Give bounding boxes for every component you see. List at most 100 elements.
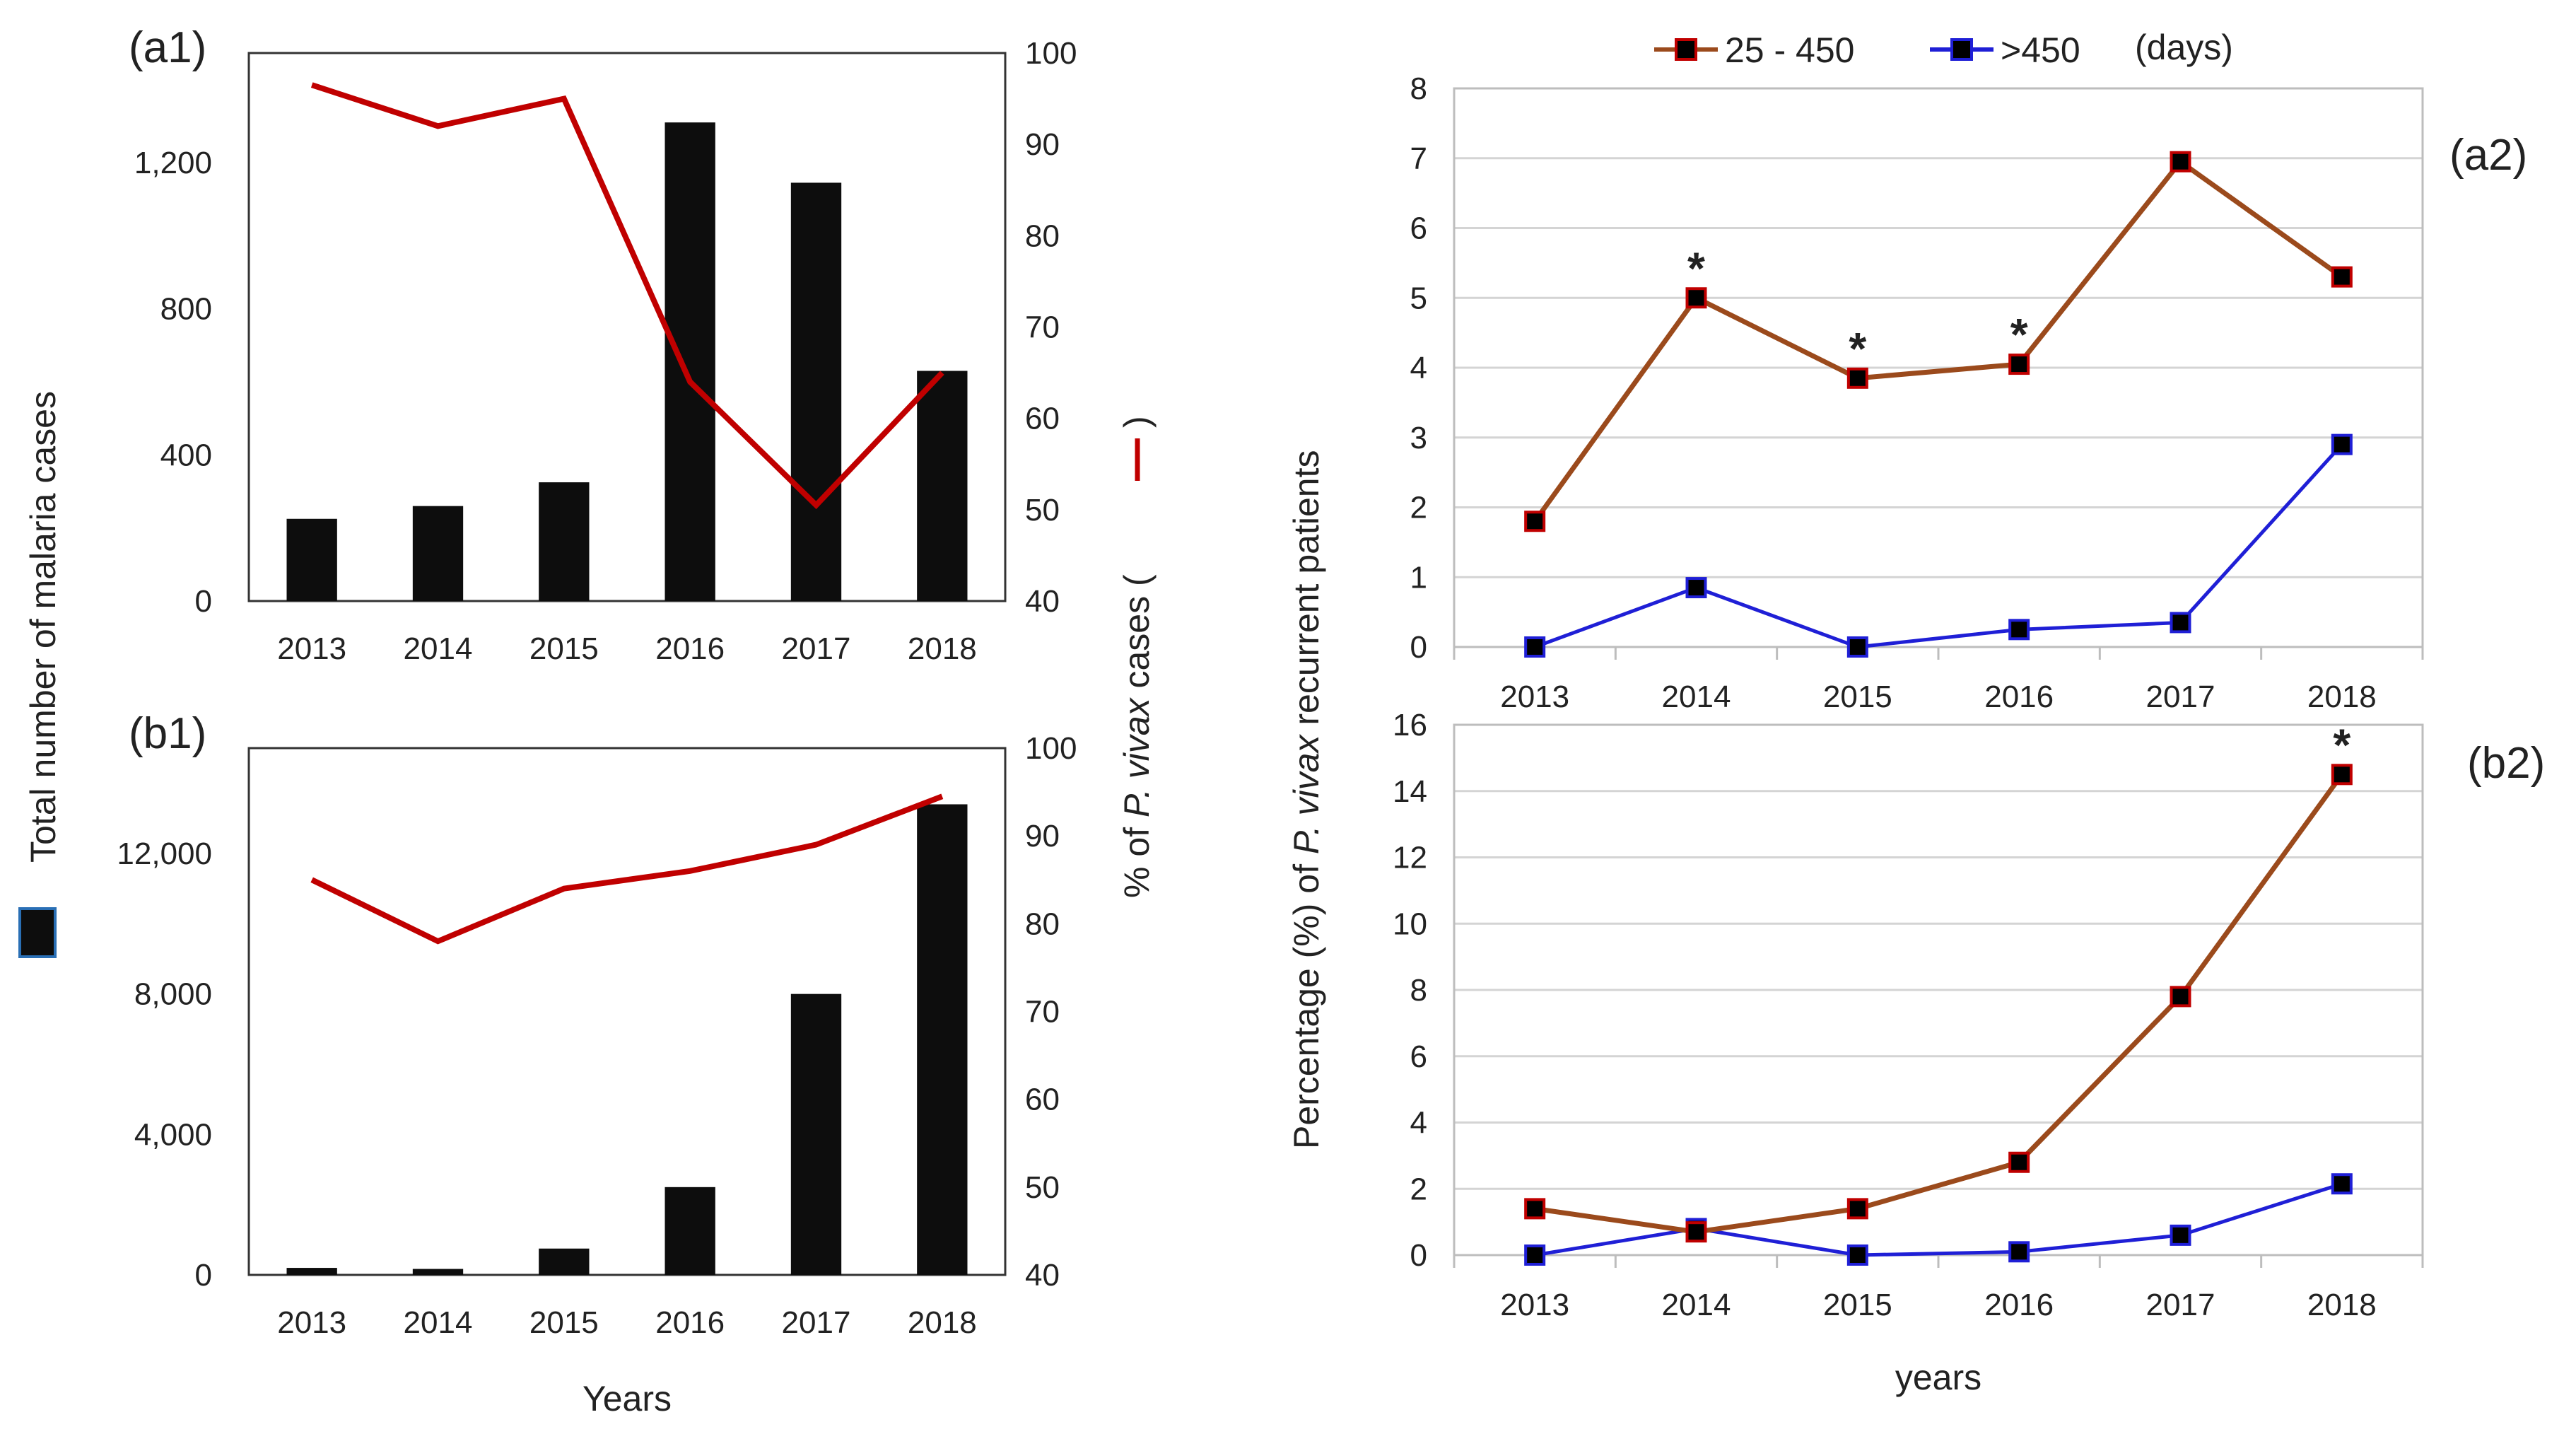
point-a-2014 [1685,1221,1707,1243]
panel-label: (a1) [129,23,206,72]
panel-label: (a2) [2449,131,2527,180]
significance-star: * [1687,243,1705,293]
y2-tick-label: 90 [1025,127,1060,162]
point-a-2017 [2170,986,2191,1008]
x-tick-label: 2016 [1984,1288,2054,1322]
y-tick-label: 5 [1410,281,1427,315]
series-line-b [1534,1182,2343,1257]
point-a-2018 [2331,266,2353,288]
pv-percent-line [310,793,944,945]
point-a-2016 [2008,1151,2030,1173]
bar-2014 [412,1269,464,1275]
y2-tick-label: 60 [1025,1083,1060,1117]
legend-unit: (days) [2135,28,2233,67]
bar-2018 [917,371,968,601]
y-tick-label: 6 [1410,211,1427,246]
x-tick-label: 2013 [277,1305,346,1340]
y2-tick-label: 90 [1025,819,1060,853]
bar-2013 [286,518,337,601]
x-tick-label: 2014 [404,1305,473,1340]
y-tick-label: 2 [1410,491,1427,525]
point-a-2015 [1846,1198,1868,1220]
x-tick-label: 2015 [529,631,599,666]
point-b-2018 [2331,1173,2353,1195]
y-tick-label: 8,000 [134,977,212,1012]
y2-tick-label: 100 [1025,731,1077,766]
left-y2label: % of P. vivax cases ( ) [1117,416,1157,898]
x-tick-label: 2013 [1500,680,1569,714]
y-tick-label: 4 [1410,351,1427,385]
plot-frame [247,52,1007,602]
point-b-2016 [2008,619,2030,641]
point-a-2014 [1685,287,1707,309]
series-line-b [1534,443,2343,649]
x-tick-label: 2014 [1662,1288,1731,1322]
chart-a2: (a2) 0 1 2 3 4 5 6 7 8 2013 2014 2015 2016 2017 2018 * * * [1410,71,2528,714]
y-tick-label: 14 [1393,774,1427,809]
plot-frame [247,747,1007,1276]
chart-b2: (b2) 0 2 4 6 8 10 12 14 16 2013 2014 2015 2016 2017 201… [1393,708,2545,1397]
y2-tick-label: 70 [1025,995,1060,1030]
x-tick-label: 2017 [782,631,851,666]
y-tick-label: 0 [195,584,212,619]
bar-2016 [665,122,715,601]
x-tick-label: 2015 [1823,1288,1892,1322]
x-tick-label: 2015 [1823,680,1892,714]
point-a-2013 [1524,1198,1546,1220]
point-b-2014 [1685,577,1707,599]
x-axis-label: Years [582,1379,672,1418]
bar-2015 [539,1248,590,1275]
x-tick-label: 2013 [1500,1288,1569,1322]
y-tick-label: 3 [1410,421,1427,455]
y2-tick-label: 50 [1025,493,1060,527]
pv-percent-line [310,82,944,510]
y-tick-label: 1 [1410,560,1427,595]
y-tick-label: 12 [1393,841,1427,875]
y-tick-label: 1,200 [134,146,212,180]
point-b-2015 [1846,636,1868,658]
y-tick-label: 6 [1410,1039,1427,1074]
bar-2017 [790,993,842,1275]
x-axis-label: years [1895,1358,1981,1397]
y-tick-label: 7 [1410,141,1427,176]
chart-a1: (a1) 0 400 800 1,200 40 50 60 70 80 90 100 2013 2014 2… [129,23,1077,666]
x-tick-label: 2014 [1662,680,1731,714]
point-a-2016 [2008,354,2030,375]
y-tick-label: 800 [160,292,212,327]
legend-label-series-b: >450 [2001,30,2080,70]
x-tick-label: 2014 [404,631,473,666]
series-line-a [1534,773,2344,1235]
point-a-2013 [1524,511,1546,532]
x-tick-label: 2015 [529,1305,599,1340]
point-b-2016 [2008,1241,2030,1263]
bar-2015 [539,482,590,601]
y-tick-label: 16 [1393,708,1427,742]
bar-2013 [286,1268,337,1275]
bar-2017 [790,182,842,602]
svg-text:): ) [1117,416,1157,428]
significance-star: * [1849,323,1866,374]
y2-tick-label: 40 [1025,1258,1060,1293]
x-tick-label: 2017 [2146,680,2215,714]
x-tick-label: 2018 [908,1305,977,1340]
series-line-a [1533,158,2343,523]
bar-2014 [412,506,464,601]
y-tick-label: 4 [1410,1106,1427,1141]
x-tick-label: 2013 [277,631,346,666]
point-a-2015 [1846,367,1868,389]
bar-legend-swatch [18,907,57,958]
y2-tick-label: 100 [1025,36,1077,71]
x-tick-label: 2016 [1984,680,2054,714]
point-a-2018 [2331,764,2353,786]
left-ylabel: Total number of malaria cases [23,391,63,863]
panel-label: (b1) [129,709,206,758]
right-ylabel: Percentage (%) of P. vivax recurrent pat… [1287,450,1326,1149]
legend-marker-series-b [1950,38,1973,61]
x-tick-label: 2018 [2307,680,2377,714]
bar-2018 [917,804,968,1275]
y2-tick-label: 80 [1025,907,1060,941]
point-b-2017 [2170,1224,2191,1246]
x-tick-label: 2018 [2307,1288,2377,1322]
